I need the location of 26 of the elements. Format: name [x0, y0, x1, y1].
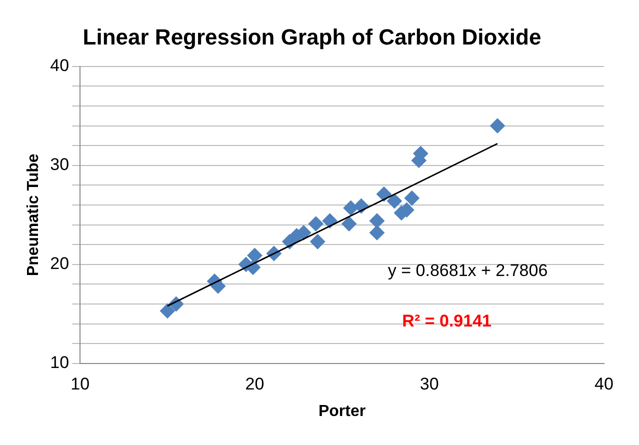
- x-tick-label: 30: [420, 374, 439, 394]
- y-tick-label: 30: [50, 155, 70, 174]
- x-tick-label: 20: [245, 374, 264, 394]
- x-axis-title: Porter: [318, 402, 366, 420]
- y-tick-label: 10: [50, 353, 70, 372]
- y-axis-title: Pneumatic Tube: [25, 154, 42, 276]
- point: [490, 118, 505, 134]
- point: [247, 248, 262, 263]
- point: [369, 225, 384, 240]
- x-tick-label: 40: [594, 374, 614, 394]
- point: [404, 190, 420, 206]
- point: [308, 216, 324, 232]
- annotation: R² = 0.9141: [402, 312, 492, 331]
- point: [386, 194, 402, 209]
- point: [160, 303, 175, 318]
- point: [343, 200, 358, 216]
- point: [342, 216, 357, 232]
- point: [322, 213, 338, 228]
- point: [310, 234, 326, 250]
- annotation: y = 0.8681x + 2.7806: [388, 261, 548, 280]
- point: [369, 213, 384, 228]
- chart-title: Linear Regression Graph of Carbon Dioxide: [82, 24, 542, 50]
- y-tick-label: 20: [50, 254, 70, 274]
- point: [376, 186, 392, 202]
- y-tick-label: 40: [50, 56, 70, 76]
- x-tick-label: 10: [70, 374, 90, 394]
